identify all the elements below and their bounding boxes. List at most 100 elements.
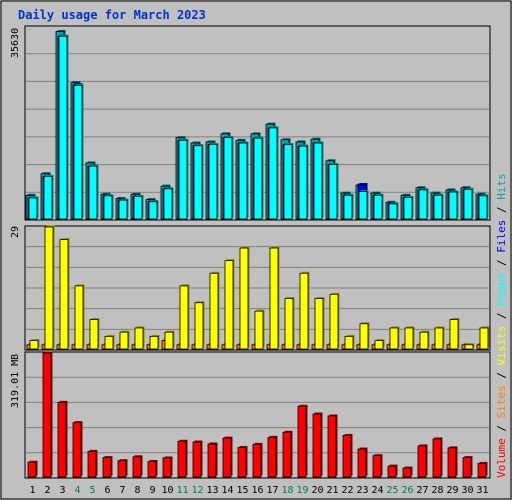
pages-bar bbox=[118, 199, 128, 220]
pages-bar bbox=[238, 142, 248, 220]
pages-bar bbox=[358, 191, 368, 220]
visits-bar bbox=[89, 319, 99, 350]
visits-bar bbox=[194, 302, 204, 350]
volume-bar bbox=[117, 460, 127, 478]
day-label: 15 bbox=[236, 485, 248, 496]
day-label: 29 bbox=[446, 485, 458, 496]
visits-bar bbox=[299, 272, 309, 350]
pages-bar bbox=[328, 164, 338, 220]
volume-bar bbox=[237, 447, 247, 478]
day-label: 16 bbox=[251, 485, 263, 496]
pages-bar bbox=[478, 195, 488, 220]
volume-bar bbox=[72, 422, 82, 478]
visits-bar bbox=[179, 285, 189, 350]
day-label: 13 bbox=[206, 485, 218, 496]
legend-sep: / bbox=[495, 418, 508, 439]
pages-bar bbox=[298, 145, 308, 220]
volume-bar bbox=[192, 441, 202, 478]
volume-bar bbox=[402, 467, 412, 478]
visits-bar bbox=[29, 340, 39, 350]
pages-bar bbox=[103, 195, 113, 220]
day-label: 24 bbox=[371, 485, 383, 496]
visits-bar bbox=[269, 247, 279, 350]
visits-bar bbox=[134, 327, 144, 350]
visits-bar bbox=[284, 298, 294, 350]
day-label: 4 bbox=[74, 485, 80, 496]
pages-bar bbox=[253, 137, 263, 220]
pages-bar bbox=[373, 194, 383, 220]
day-label: 21 bbox=[326, 485, 338, 496]
visits-bar bbox=[419, 331, 429, 350]
legend-volume: Volume bbox=[495, 438, 508, 478]
pages-bar bbox=[403, 197, 413, 220]
legend-files: Files bbox=[495, 219, 508, 253]
pages-bar bbox=[58, 35, 68, 220]
day-label: 10 bbox=[161, 485, 173, 496]
day-label: 6 bbox=[104, 485, 110, 496]
day-label: 8 bbox=[134, 485, 140, 496]
pages-bar bbox=[148, 201, 158, 220]
volume-bar bbox=[132, 456, 142, 478]
volume-bar bbox=[27, 461, 37, 478]
pages-bar bbox=[463, 188, 473, 220]
day-label: 2 bbox=[44, 485, 50, 496]
volume-bar bbox=[417, 445, 427, 478]
visits-bar bbox=[449, 319, 459, 350]
pages-bar bbox=[268, 127, 278, 220]
volume-bar bbox=[312, 413, 322, 478]
day-label: 28 bbox=[431, 485, 443, 496]
volume-bar bbox=[372, 455, 382, 478]
legend-sep: / bbox=[495, 365, 508, 386]
volume-bar bbox=[477, 462, 487, 478]
volume-bar bbox=[42, 352, 52, 478]
visits-bar bbox=[359, 323, 369, 350]
day-label: 9 bbox=[149, 485, 155, 496]
legend-sep: / bbox=[495, 305, 508, 326]
pages-bar bbox=[388, 203, 398, 220]
legend-sites: Sites bbox=[495, 385, 508, 419]
volume-bar bbox=[267, 436, 277, 478]
visits-bar bbox=[254, 310, 264, 350]
day-label: 14 bbox=[221, 485, 233, 496]
visits-bar bbox=[44, 226, 54, 350]
day-label: 27 bbox=[416, 485, 428, 496]
visits-bar bbox=[59, 239, 69, 350]
pages-bar bbox=[88, 165, 98, 220]
day-label: 26 bbox=[401, 485, 413, 496]
day-label: 5 bbox=[89, 485, 95, 496]
day-label: 7 bbox=[119, 485, 125, 496]
hits-panel-max-label: 35630 bbox=[10, 27, 21, 58]
legend-sep: / bbox=[495, 252, 508, 273]
visits-bar bbox=[344, 335, 354, 350]
volume-bar bbox=[387, 465, 397, 478]
volume-bar bbox=[327, 415, 337, 478]
day-label: 3 bbox=[59, 485, 65, 496]
volume-bar bbox=[207, 443, 217, 478]
day-label: 20 bbox=[311, 485, 323, 496]
volume-bar bbox=[147, 461, 157, 478]
day-label: 19 bbox=[296, 485, 308, 496]
visits-bar bbox=[74, 285, 84, 350]
volume-bar bbox=[297, 405, 307, 478]
day-label: 18 bbox=[281, 485, 293, 496]
volume-bar bbox=[177, 440, 187, 478]
day-label: 25 bbox=[386, 485, 398, 496]
visits-bar bbox=[479, 327, 489, 350]
day-label: 22 bbox=[341, 485, 353, 496]
pages-bar bbox=[448, 191, 458, 220]
visits-bar bbox=[404, 327, 414, 350]
visits-bar bbox=[119, 331, 129, 350]
volume-bar bbox=[447, 447, 457, 478]
volume-bar bbox=[462, 457, 472, 478]
pages-bar bbox=[208, 144, 218, 220]
volume-panel-max-label: 319.01 MB bbox=[10, 353, 21, 408]
day-label: 30 bbox=[461, 485, 473, 496]
visits-bar bbox=[374, 340, 384, 350]
volume-bar bbox=[162, 457, 172, 478]
pages-bar bbox=[433, 194, 443, 220]
pages-bar bbox=[223, 137, 233, 220]
visits-bar bbox=[329, 293, 339, 350]
day-label: 11 bbox=[176, 485, 188, 496]
